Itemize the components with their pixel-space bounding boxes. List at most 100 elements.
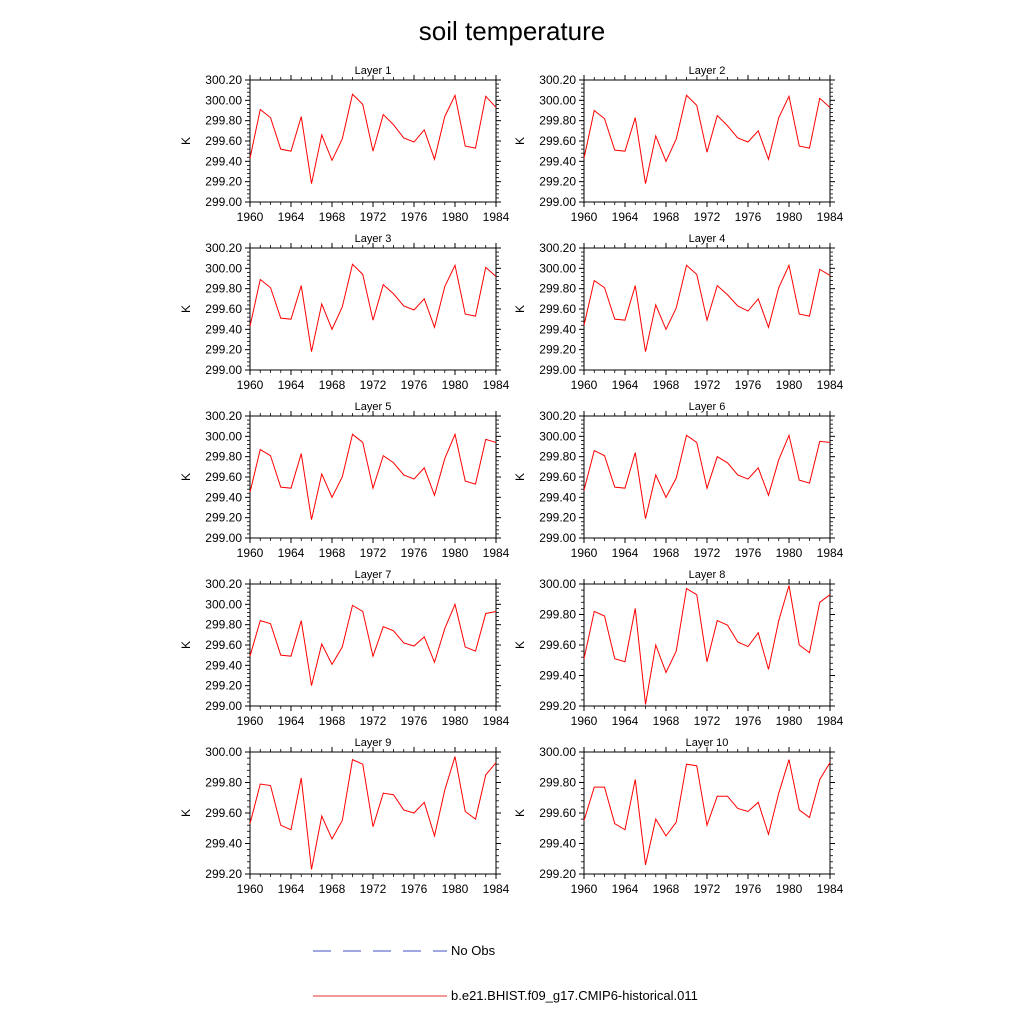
panel-title: Layer 3 bbox=[355, 233, 392, 245]
series-line-model bbox=[583, 433, 831, 519]
x-tick-label: 1976 bbox=[401, 714, 428, 728]
series-line-model bbox=[583, 263, 831, 352]
y-axis-label: K bbox=[513, 305, 527, 313]
y-tick-label: 299.80 bbox=[205, 776, 242, 790]
x-tick-label: 1960 bbox=[571, 210, 598, 224]
x-tick-label: 1984 bbox=[483, 714, 510, 728]
y-axis-label: K bbox=[179, 137, 193, 145]
x-tick-label: 1976 bbox=[401, 210, 428, 224]
legend-label-model: b.e21.BHIST.f09_g17.CMIP6-historical.011 bbox=[451, 988, 698, 1003]
y-tick-label: 300.00 bbox=[205, 261, 242, 275]
y-tick-label: 300.20 bbox=[539, 241, 576, 255]
x-tick-label: 1968 bbox=[653, 210, 680, 224]
panel-title: Layer 7 bbox=[355, 569, 392, 581]
x-tick-label: 1964 bbox=[278, 546, 305, 560]
panel-layer-9: Layer 9 K 299.20 299.40 299.60 299.80 300.00 19… bbox=[179, 737, 510, 896]
y-axis-label: K bbox=[179, 809, 193, 817]
panel-layer-5: Layer 5 K 299.00 299.20 299.40 299.60 299.80 30… bbox=[179, 401, 510, 560]
x-tick-label: 1984 bbox=[817, 546, 844, 560]
x-tick-label: 1964 bbox=[278, 882, 305, 896]
y-axis-label: K bbox=[179, 641, 193, 649]
y-tick-label: 299.20 bbox=[205, 343, 242, 357]
panel-title: Layer 10 bbox=[686, 737, 729, 749]
x-tick-label: 1964 bbox=[612, 378, 639, 392]
x-tick-label: 1976 bbox=[401, 546, 428, 560]
y-tick-label: 299.00 bbox=[539, 195, 576, 209]
y-tick-label: 300.20 bbox=[205, 409, 242, 423]
x-tick-label: 1980 bbox=[776, 882, 803, 896]
x-tick-label: 1968 bbox=[319, 714, 346, 728]
panel-layer-4: Layer 4 K 299.00 299.20 299.40 299.60 299.80 30… bbox=[513, 233, 844, 392]
y-tick-label: 300.00 bbox=[205, 429, 242, 443]
y-tick-label: 299.40 bbox=[205, 658, 242, 672]
y-axis-label: K bbox=[513, 473, 527, 481]
x-tick-label: 1972 bbox=[360, 882, 387, 896]
y-tick-label: 299.60 bbox=[539, 470, 576, 484]
y-tick-label: 299.80 bbox=[205, 282, 242, 296]
plot-frame bbox=[583, 415, 831, 539]
y-tick-label: 299.60 bbox=[205, 806, 242, 820]
x-tick-label: 1976 bbox=[735, 882, 762, 896]
y-tick-label: 299.60 bbox=[539, 806, 576, 820]
plot-frame bbox=[249, 583, 497, 707]
y-tick-label: 299.60 bbox=[205, 470, 242, 484]
x-tick-label: 1972 bbox=[694, 882, 721, 896]
x-tick-label: 1968 bbox=[319, 882, 346, 896]
plot-frame bbox=[583, 751, 831, 875]
y-tick-label: 300.00 bbox=[539, 93, 576, 107]
y-tick-label: 299.20 bbox=[205, 511, 242, 525]
x-tick-label: 1964 bbox=[612, 714, 639, 728]
panel-layer-1: Layer 1 K 299.00 299.20 299.40 299.60 299.80 30… bbox=[179, 65, 510, 224]
x-tick-label: 1972 bbox=[360, 714, 387, 728]
x-tick-label: 1960 bbox=[571, 546, 598, 560]
x-tick-label: 1984 bbox=[483, 882, 510, 896]
y-tick-label: 300.20 bbox=[539, 409, 576, 423]
plot-frame bbox=[583, 583, 831, 707]
y-tick-label: 300.00 bbox=[539, 429, 576, 443]
x-tick-label: 1984 bbox=[817, 882, 844, 896]
series-line-model bbox=[249, 602, 497, 686]
y-tick-label: 299.40 bbox=[539, 490, 576, 504]
x-tick-label: 1980 bbox=[776, 546, 803, 560]
panel-title: Layer 2 bbox=[689, 65, 726, 77]
x-tick-label: 1980 bbox=[776, 714, 803, 728]
x-tick-label: 1964 bbox=[612, 546, 639, 560]
series-line-model bbox=[249, 93, 497, 184]
x-tick-label: 1968 bbox=[653, 378, 680, 392]
y-tick-label: 299.40 bbox=[205, 154, 242, 168]
x-tick-label: 1972 bbox=[694, 378, 721, 392]
panel-title: Layer 5 bbox=[355, 401, 392, 413]
x-tick-label: 1964 bbox=[612, 882, 639, 896]
y-tick-label: 299.80 bbox=[539, 114, 576, 128]
y-tick-label: 300.00 bbox=[539, 261, 576, 275]
y-tick-label: 299.20 bbox=[539, 175, 576, 189]
x-tick-label: 1980 bbox=[442, 210, 469, 224]
y-tick-label: 300.20 bbox=[205, 73, 242, 87]
x-tick-label: 1968 bbox=[653, 882, 680, 896]
x-tick-label: 1972 bbox=[694, 546, 721, 560]
y-tick-label: 299.80 bbox=[539, 776, 576, 790]
x-tick-label: 1984 bbox=[817, 378, 844, 392]
series-line-model bbox=[249, 263, 497, 352]
y-tick-label: 300.20 bbox=[205, 577, 242, 591]
x-tick-label: 1980 bbox=[776, 378, 803, 392]
y-tick-label: 299.60 bbox=[205, 638, 242, 652]
x-tick-label: 1968 bbox=[653, 546, 680, 560]
x-tick-label: 1984 bbox=[817, 714, 844, 728]
panel-title: Layer 9 bbox=[355, 737, 392, 749]
y-tick-label: 299.60 bbox=[539, 638, 576, 652]
x-tick-label: 1972 bbox=[694, 714, 721, 728]
panel-title: Layer 6 bbox=[689, 401, 726, 413]
panel-title: Layer 1 bbox=[355, 65, 392, 77]
y-tick-label: 299.00 bbox=[205, 363, 242, 377]
y-tick-label: 299.40 bbox=[539, 154, 576, 168]
x-tick-label: 1984 bbox=[817, 210, 844, 224]
y-tick-label: 300.20 bbox=[205, 241, 242, 255]
y-tick-label: 300.00 bbox=[205, 745, 242, 759]
y-tick-label: 299.40 bbox=[539, 669, 576, 683]
x-tick-label: 1960 bbox=[571, 882, 598, 896]
x-tick-label: 1964 bbox=[278, 714, 305, 728]
y-axis-label: K bbox=[179, 473, 193, 481]
plot-frame bbox=[583, 79, 831, 203]
plot-frame bbox=[249, 751, 497, 875]
